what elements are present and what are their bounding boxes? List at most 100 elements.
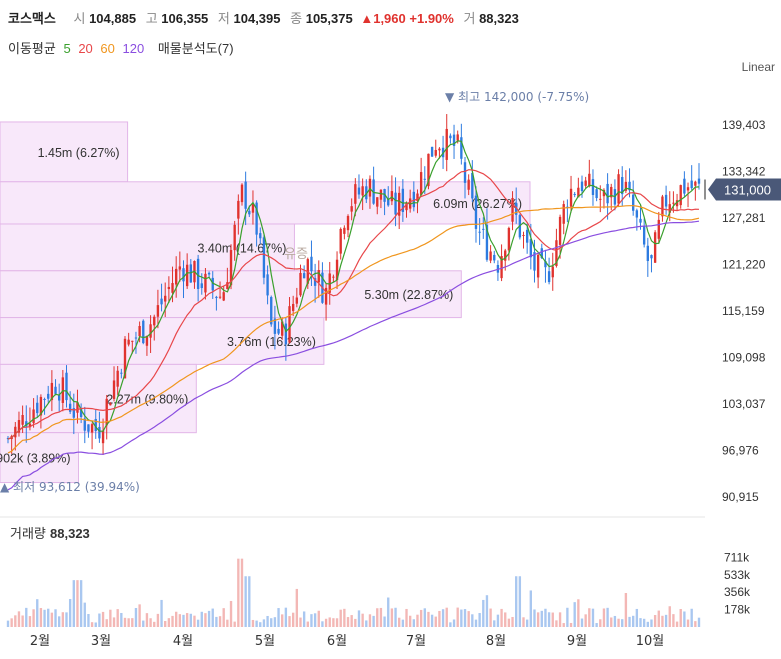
- volume-bar: [522, 617, 525, 627]
- volume-bar: [372, 615, 375, 627]
- volume-bar: [10, 618, 13, 627]
- volume-bar: [204, 613, 207, 627]
- y-tick-label: 133,342: [722, 165, 766, 179]
- volume-bar: [683, 611, 686, 627]
- candle-body: [401, 188, 405, 212]
- volume-bar: [569, 622, 573, 627]
- volume-bar: [536, 612, 540, 627]
- volume-bar: [657, 610, 660, 627]
- volume-bar: [529, 590, 533, 627]
- scale-mode-button[interactable]: Linear: [741, 60, 775, 74]
- volume-bar: [229, 600, 233, 627]
- volume-bar: [207, 610, 211, 627]
- volume-bar: [423, 608, 426, 627]
- candle-body: [153, 316, 156, 326]
- volume-bar: [156, 613, 160, 627]
- volume-bar: [456, 607, 459, 627]
- volume-bar: [518, 576, 522, 627]
- indicator-legend[interactable]: 이동평균 5 20 60 120 매물분석도(7): [8, 38, 238, 57]
- candle-body: [646, 245, 649, 262]
- volume-pane-title: 거래량 88,323: [10, 526, 90, 542]
- volume-bar: [489, 608, 492, 627]
- volume-bar: [394, 607, 397, 627]
- volume-bar: [317, 610, 320, 627]
- candle-body: [101, 430, 105, 444]
- candle-body: [668, 204, 671, 213]
- candle-body: [83, 418, 86, 431]
- candle-body: [251, 203, 255, 213]
- volume-bar: [646, 621, 649, 627]
- volume-bar: [445, 607, 448, 627]
- profile-label[interactable]: 매물분석도(7): [157, 41, 234, 56]
- volume-bar: [343, 608, 346, 627]
- candle-body: [617, 174, 620, 204]
- close-value: 105,375: [305, 11, 353, 26]
- volume-tick-label: 711k: [724, 551, 750, 565]
- ma-20[interactable]: 20: [78, 41, 93, 56]
- volume-bar: [273, 617, 277, 627]
- volume-bar: [17, 611, 21, 627]
- volume-bar: [21, 615, 24, 627]
- candle-body: [416, 193, 419, 201]
- volume-bar: [595, 623, 598, 627]
- volume-bar: [504, 612, 507, 627]
- candle-body: [222, 292, 225, 301]
- volume-bar: [635, 608, 639, 627]
- ma-60[interactable]: 60: [100, 41, 115, 56]
- volume-bar: [47, 608, 50, 627]
- volume-bar: [164, 621, 167, 627]
- candle-body: [339, 228, 342, 254]
- volume-bar: [101, 611, 105, 627]
- volume-bar: [79, 580, 83, 627]
- volume-bar: [299, 617, 302, 627]
- candle-body: [116, 370, 119, 387]
- volume-bar: [321, 621, 324, 627]
- candle-body: [72, 408, 75, 418]
- candle-body: [211, 277, 214, 291]
- volume-bar: [138, 604, 141, 627]
- candle-body: [544, 261, 547, 268]
- volume-bar: [226, 619, 229, 627]
- candle-body: [120, 372, 123, 374]
- candle-body: [142, 320, 145, 344]
- low-label: 저: [217, 11, 230, 26]
- candle-body: [240, 184, 244, 203]
- volume-bar: [398, 617, 401, 627]
- volume-bar: [244, 576, 247, 627]
- candle-body: [21, 415, 24, 425]
- candle-body: [324, 287, 328, 305]
- volume-profile-bar: [0, 181, 531, 225]
- candle-body: [376, 197, 379, 207]
- ma-120[interactable]: 120: [122, 41, 145, 56]
- candle-body: [174, 268, 178, 285]
- volume-bar: [255, 620, 258, 627]
- volume-bar: [639, 618, 642, 627]
- candle-body: [47, 393, 50, 399]
- volume-bar: [624, 593, 628, 627]
- volume-bar: [83, 602, 86, 627]
- candle-body: [65, 372, 68, 401]
- volume-tick-label: 178k: [724, 603, 751, 617]
- volume-bar: [482, 599, 485, 627]
- candle-body: [566, 206, 569, 208]
- volume-bar: [467, 611, 470, 627]
- volume-bar: [134, 607, 138, 627]
- volume-bar: [496, 614, 500, 627]
- volume-bar: [178, 614, 182, 627]
- candle-body: [25, 421, 28, 427]
- x-tick-label: 7월: [406, 634, 426, 649]
- candle-body: [390, 191, 394, 202]
- candle-body: [471, 172, 474, 199]
- volume-bar: [697, 617, 701, 627]
- volume-bar: [87, 614, 90, 627]
- candle-body: [467, 179, 470, 190]
- ma-5[interactable]: 5: [63, 41, 71, 56]
- volume-bar: [302, 611, 306, 627]
- volume-bar: [365, 620, 368, 627]
- x-tick-label: 8월: [486, 634, 506, 649]
- volume-profile-label: 2.27m (9.80%): [106, 393, 188, 407]
- ma-20-line: [7, 169, 700, 440]
- stock-name: 코스맥스: [8, 11, 56, 26]
- x-tick-label: 10월: [636, 634, 665, 649]
